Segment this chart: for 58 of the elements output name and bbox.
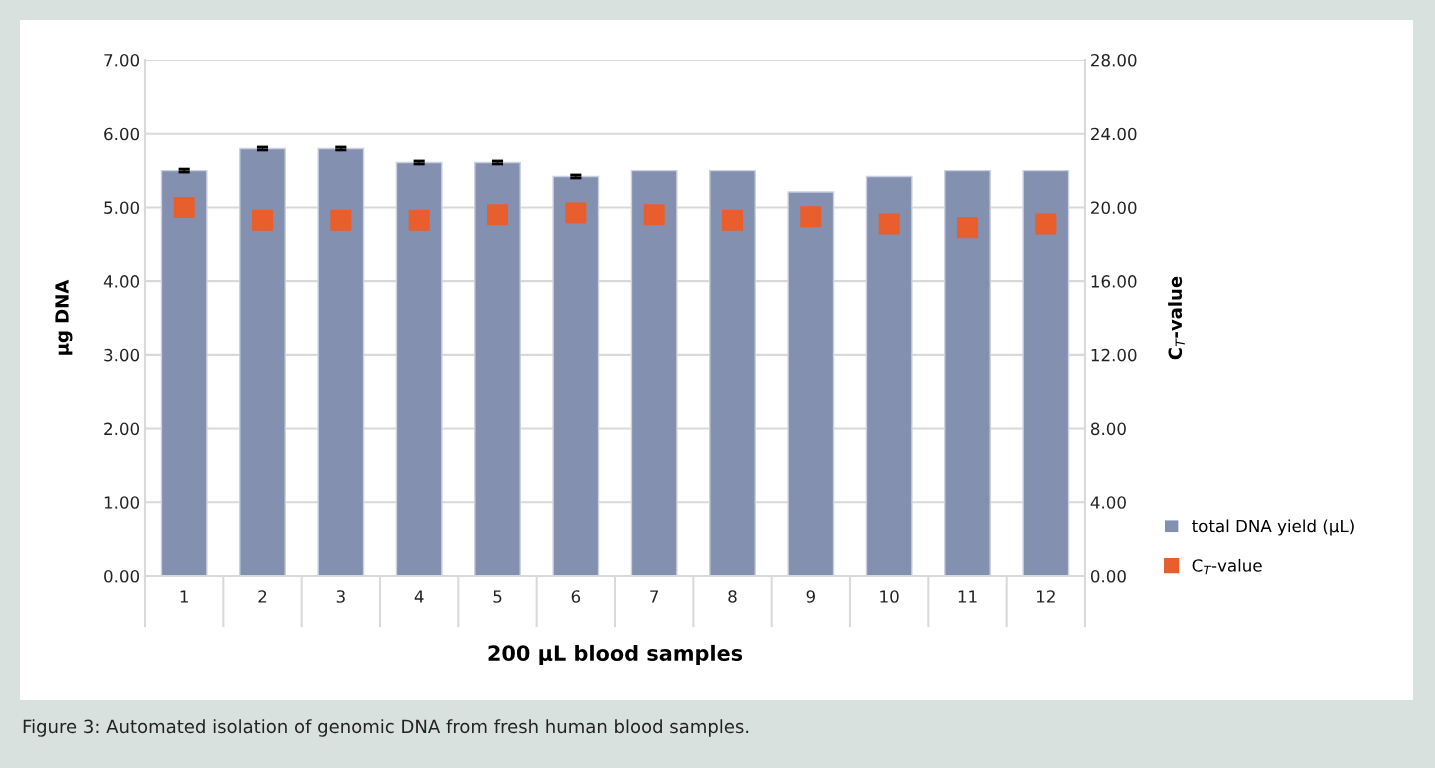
point [956,217,979,239]
bar [944,169,991,576]
y2-tick-label: 20.00 [1091,201,1137,214]
x-tick-label: 3 [336,590,345,603]
bar [160,169,208,576]
x-tick-label: 10 [880,590,899,603]
x-tick-label: 5 [493,590,502,603]
y-tick-label: 4.00 [103,275,140,288]
caption: Figure 3: Automated isolation of genomic DNA from fresh human blood samples. [23,719,749,737]
y-tick-label: 0.00 [104,569,140,583]
y-tick-label: 1.00 [104,496,140,509]
y2-tick-label: 28.00 [1091,53,1137,67]
point [565,202,587,224]
point [721,209,744,231]
y-tick-label: 5.00 [104,201,140,214]
y-axis-title: µg DNA [55,279,73,355]
bar [474,161,521,576]
bar [317,147,365,576]
y2-tick-label: 8.00 [1090,422,1126,436]
y2-tick-label: 4.00 [1090,496,1126,509]
y2-tick-label: 12.00 [1091,348,1137,362]
x-tick-label: 11 [958,590,977,603]
y-tick-label: 6.00 [104,127,140,141]
x-tick-label: 1 [180,590,188,603]
point [1035,213,1057,235]
point [643,204,665,226]
bar [630,169,678,576]
point [486,204,509,226]
point [878,213,900,235]
x-tick-label: 6 [571,590,581,603]
y2-tick-label: 0.00 [1090,569,1126,583]
bar [787,191,835,576]
y-tick-label: 7.00 [104,53,140,67]
point [800,206,822,228]
x-tick-label: 4 [414,590,424,603]
bar [395,161,443,576]
x-tick-label: 9 [806,590,815,603]
y2-tick-label: 16.00 [1091,275,1137,288]
bar [709,169,756,576]
point [330,209,352,231]
legend-label: total DNA yield (µL) [1192,519,1354,536]
legend-label: C$_{T}$-value [1192,558,1262,575]
point [251,209,274,231]
bar [1022,169,1070,576]
y2-axis-title: C$_{T}$-value [1168,276,1185,360]
y-tick-label: 3.00 [104,348,140,362]
point [173,196,195,218]
bar [865,175,913,576]
x-tick-label: 2 [258,590,267,603]
x-tick-label: 8 [728,590,737,603]
point [408,209,430,231]
x-axis-title: 200 µL blood samples [488,644,743,666]
bar [552,175,600,576]
bar [239,147,286,576]
y-tick-label: 2.00 [104,422,140,436]
y2-tick-label: 24.00 [1091,127,1137,141]
x-tick-label: 7 [650,590,659,603]
x-tick-label: 12 [1037,590,1055,603]
